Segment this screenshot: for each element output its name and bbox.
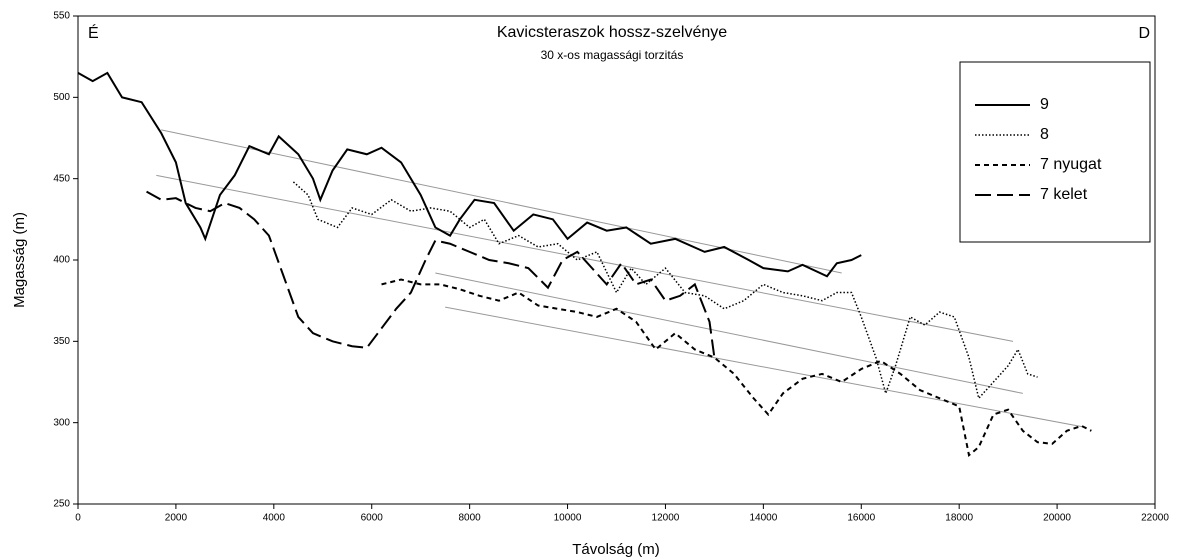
x-tick-label: 14000 <box>749 513 777 524</box>
series-line <box>77 71 862 278</box>
x-tick-label: 10000 <box>554 513 582 524</box>
x-axis-label: Távolság (m) <box>572 541 660 558</box>
x-tick-label: 6000 <box>361 513 384 524</box>
x-tick-label: 0 <box>75 513 81 524</box>
chart-subtitle: 30 x-os magassági torzitás <box>541 48 684 62</box>
x-tick-label: 18000 <box>945 513 973 524</box>
x-tick-label: 8000 <box>459 513 482 524</box>
annotation: D <box>1138 25 1150 42</box>
y-tick-label: 550 <box>53 11 70 22</box>
annotation: É <box>88 23 99 42</box>
reference-line <box>435 272 1023 394</box>
x-tick-label: 4000 <box>263 513 286 524</box>
legend-label: 8 <box>1040 126 1049 143</box>
y-tick-label: 300 <box>53 417 70 428</box>
chart-title: Kavicsteraszok hossz-szelvénye <box>497 24 727 41</box>
legend-label: 7 kelet <box>1040 186 1088 203</box>
y-tick-label: 250 <box>53 499 70 510</box>
legend-label: 9 <box>1040 96 1049 113</box>
x-tick-label: 2000 <box>165 513 188 524</box>
y-tick-label: 450 <box>53 173 70 184</box>
x-tick-label: 16000 <box>847 513 875 524</box>
series-line <box>292 181 1038 400</box>
y-tick-label: 400 <box>53 255 70 266</box>
x-tick-label: 22000 <box>1141 513 1169 524</box>
y-tick-label: 500 <box>53 92 70 103</box>
reference-line <box>156 174 1014 342</box>
x-tick-label: 20000 <box>1043 513 1071 524</box>
y-tick-label: 350 <box>53 336 70 347</box>
x-tick-label: 12000 <box>652 513 680 524</box>
series-line <box>146 190 716 358</box>
series-line <box>381 278 1092 458</box>
reference-line <box>445 306 1087 429</box>
legend-label: 7 nyugat <box>1040 156 1102 173</box>
legend-box <box>959 61 1151 243</box>
y-axis-label: Magasság (m) <box>11 212 28 308</box>
